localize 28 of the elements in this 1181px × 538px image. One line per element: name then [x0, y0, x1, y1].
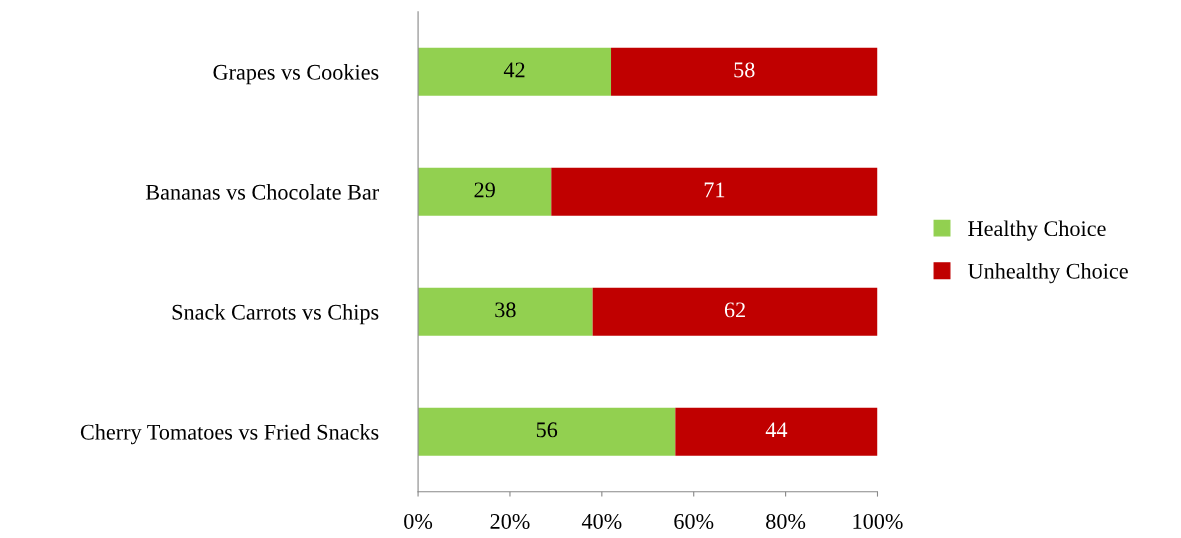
x-tick-label: 0%: [404, 513, 433, 529]
data-label: 42: [503, 62, 525, 78]
legend-label: Unhealthy Choice: [968, 263, 1128, 284]
x-tick-label: 40%: [581, 513, 622, 529]
data-label: 58: [734, 62, 755, 78]
data-label: 71: [704, 182, 725, 198]
bar: [675, 407, 878, 456]
y-tick-label: Grapes vs Cookies: [213, 64, 379, 85]
x-tick-label: 100%: [853, 513, 903, 529]
x-tick-label: 60%: [674, 513, 714, 529]
bar: [418, 47, 612, 96]
data-label: 29: [474, 182, 495, 198]
bar: [418, 167, 552, 216]
y-tick-label: Cherry Tomatoes vs Fried Snacks: [80, 424, 379, 445]
data-label: 38: [495, 302, 516, 318]
y-tick-label: Snack Carrots vs Chips: [172, 304, 379, 325]
x-tick-label: 80%: [766, 513, 806, 529]
bar: [592, 287, 878, 336]
data-label: 56: [536, 422, 558, 438]
bar: [551, 167, 878, 216]
legend-label: Healthy Choice: [968, 220, 1106, 241]
bar: [418, 287, 593, 336]
y-tick-label: Bananas vs Chocolate Bar: [145, 184, 379, 200]
x-tick-label: 20%: [490, 513, 530, 529]
bar: [418, 407, 676, 456]
data-label: 44: [765, 422, 788, 438]
data-label: 62: [724, 302, 745, 318]
bar: [611, 47, 878, 96]
